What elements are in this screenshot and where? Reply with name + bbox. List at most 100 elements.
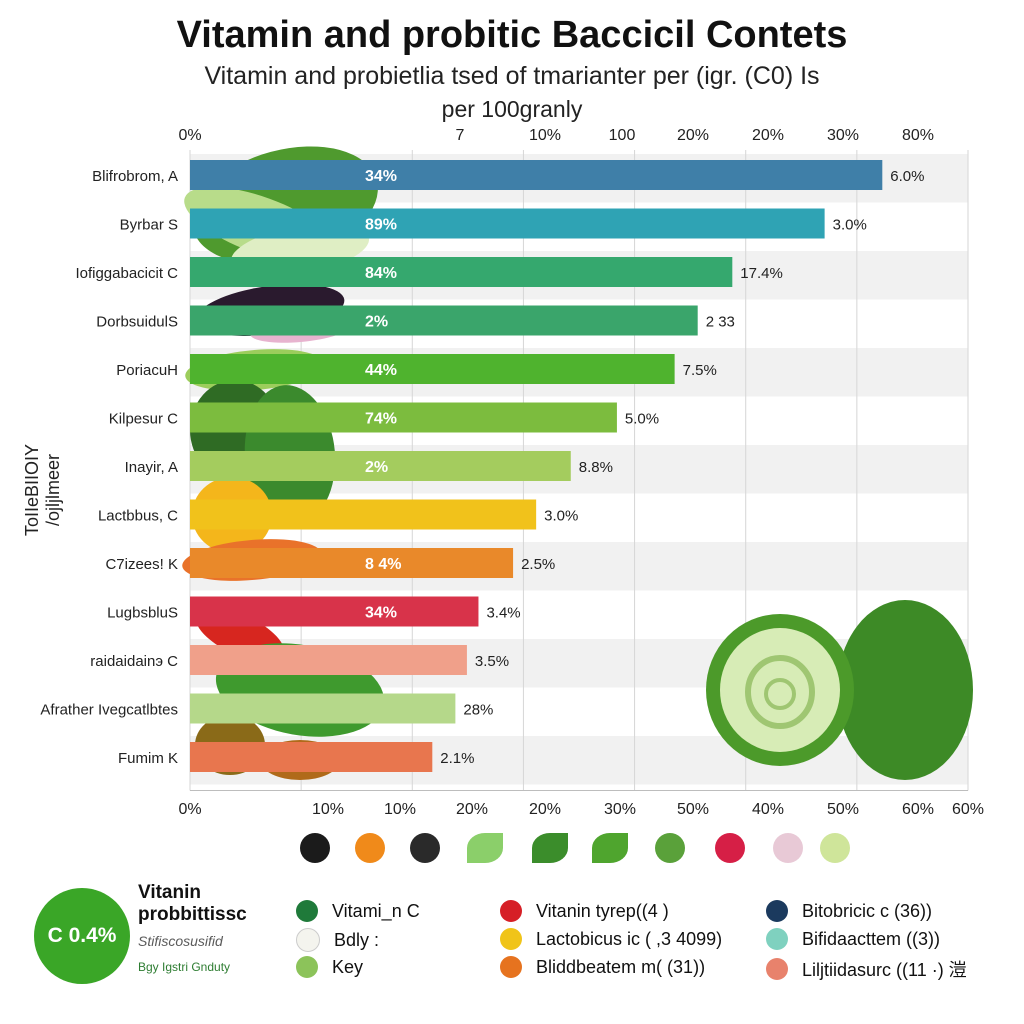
brand-line3: Stifiscosusifid [138,933,223,949]
legend-swatch [500,928,522,950]
bar-value-label: 5.0% [625,411,659,428]
top-tick-label: 100 [609,127,636,144]
bar-value-label: 17.4% [740,265,783,282]
cabbage-inner [720,628,840,752]
bottom-tick-label: 50% [677,801,709,818]
legend-item: Vitami_n C [296,900,420,922]
bar [190,596,479,627]
bottom-tick-label: 60% [952,801,984,818]
category-label: Inayir, A [125,459,178,476]
bottom-tick-label: 30% [604,801,636,818]
y-axis-label: ToIIeBIIOIY /ojljlmeer [22,443,63,537]
percentage-badge: C 0.4% [34,888,130,984]
legend-swatch [500,956,522,978]
bar [190,451,571,481]
orange-icon [350,826,390,870]
top-tick-label: 20% [677,127,709,144]
bar-inner-label: 84% [365,265,397,282]
top-tick-label: 0% [178,127,201,144]
category-label: Fumim K [118,750,178,767]
bar-inner-label: 34% [365,168,397,185]
kiwi-icon [815,826,855,870]
bar [190,305,698,336]
leaf-icon [465,826,505,870]
legend-label: Liljtiidasurc ((11 ·) 溰 [802,960,967,980]
bar-value-label: 6.0% [890,168,924,185]
category-label: Lactbbus, C [98,508,178,525]
legend-label: Lactobicus ic ( ,3 4099) [536,928,723,949]
bottom-tick-label: 0% [178,801,201,818]
bar [190,354,675,384]
brand-line2: probbittissc [138,904,247,925]
bar-value-label: 7.5% [683,362,717,379]
category-label: PoriacuH [116,362,178,379]
bar-value-label: 3.0% [544,508,578,525]
bottom-tick-label: 60% [902,801,934,818]
legend-swatch [766,958,788,980]
olive-icon [405,826,445,870]
chart-subtitle: Vitamin and probietlia tsed of tmariante… [204,62,820,90]
onion-icon [768,826,808,870]
legend-item: Bifidaacttem ((3)) [766,928,940,950]
chart-title: Vitamin and probitic Baccicil Contets [176,14,848,56]
bar-inner-label: 8 4% [365,556,401,573]
bar [190,645,467,675]
eggplant-icon [295,826,335,870]
category-label: Kilpesur C [109,411,178,428]
zucchini-icon [650,826,690,870]
brand-line4: Bgy Igstri Gnduty [138,960,231,974]
bar-value-label: 3.4% [486,605,520,622]
category-label: Afrather Ivegcatlbtes [40,702,178,719]
legend-item: Key [296,956,363,978]
bar-inner-label: 44% [365,362,397,379]
legend-item: Liljtiidasurc ((11 ·) 溰 [766,956,967,982]
legend-label: Vitanin tyrep((4 ) [536,900,669,921]
legend-swatch [296,900,318,922]
category-label: Byrbar S [120,217,178,234]
category-label: C7izees! K [105,556,178,573]
top-tick-label: 20% [752,127,784,144]
bottom-tick-label: 10% [384,801,416,818]
legend-item: Bliddbeatem m( (31)) [500,956,705,978]
bar-value-label: 3.0% [833,217,867,234]
cabbage-swirl [745,655,815,729]
legend-label: Bitobricic c (36)) [802,900,933,921]
bar-value-label: 3.5% [475,653,509,670]
bar [190,693,456,724]
category-label: Iofiggabacicit C [75,265,178,282]
bar [190,402,617,433]
legend-label: Key [332,956,364,977]
top-tick-label: 30% [827,127,859,144]
cabbage-illustration-right [706,600,973,780]
bar-value-label: 2 33 [706,314,735,331]
bottom-tick-label: 20% [456,801,488,818]
legend-swatch [500,900,522,922]
bar-value-label: 8.8% [579,459,613,476]
legend-label: Bdly : [334,929,380,950]
legend-swatch [296,928,320,952]
bar-value-label: 2.1% [440,750,474,767]
bar-value-label: 28% [463,702,493,719]
legend-item: Bitobricic c (36)) [766,900,932,922]
bottom-tick-label: 50% [827,801,859,818]
legend-item: Bdly : [296,928,379,952]
kale-bunch [837,600,973,780]
top-tick-label: 7 [456,127,465,144]
bar [190,742,433,772]
bottom-tick-label: 40% [752,801,784,818]
bar [190,257,733,287]
brand-block: Vitanin probbittissc Stifiscosusifid Bgy… [138,882,278,978]
cucumber-icon [530,826,570,870]
chart-subtitle-line2: per 100granly [441,96,583,122]
bottom-tick-label: 10% [312,801,344,818]
legend-label: Vitami_n C [332,900,420,921]
bar-inner-label: 34% [365,605,397,622]
category-label: Blifrobrom, A [92,168,178,185]
bar-inner-label: 89% [365,217,397,234]
bar [190,499,537,530]
cabbage-core [764,678,796,710]
top-tick-label: 80% [902,127,934,144]
legend-swatch [766,900,788,922]
legend-item: Lactobicus ic ( ,3 4099) [500,928,722,950]
